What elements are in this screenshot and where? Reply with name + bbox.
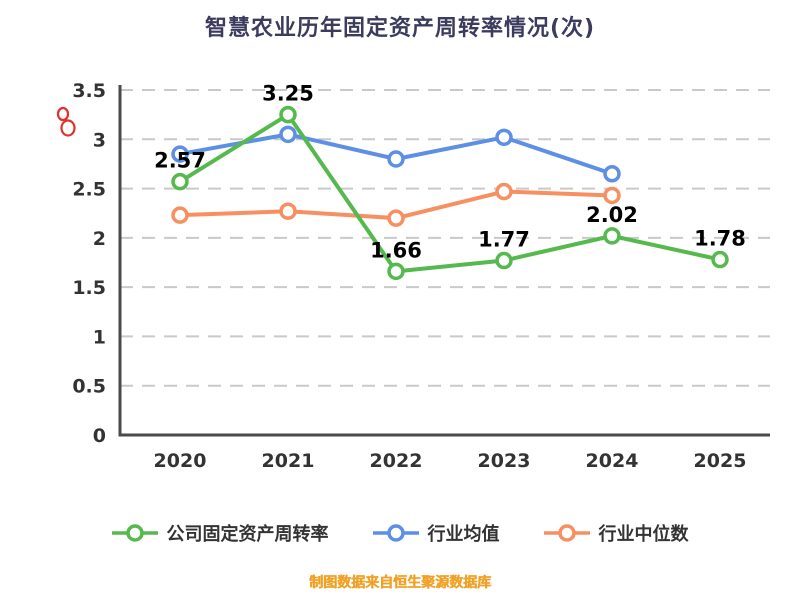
data-point [495,182,513,201]
y-tick-label: 3 [93,129,106,151]
data-point [603,227,621,245]
data-label: 3.25 [262,82,314,106]
legend-item-label: 行业中位数 [598,524,689,545]
chart-legend: 公司固定资产周转率 行业均值 行业中位数 [0,520,800,546]
legend-marker-icon [372,524,419,542]
data-point [171,145,189,163]
y-tick-label: 1.5 [72,277,106,299]
legend-item-0[interactable]: 公司固定资产周转率 [111,520,329,546]
legend-item-label: 公司固定资产周转率 [166,524,329,545]
data-point [603,186,621,205]
y-tick-label: 2.5 [72,179,106,201]
x-tick-label: 2025 [694,450,747,472]
series-line-0 [178,112,722,274]
legend-marker-icon [543,524,590,542]
legend-marker-icon [111,524,158,542]
data-source-note: 制图数据来自恒生聚源数据库 [309,575,491,591]
line-chart: 0 0.5 1 1.5 2 2.5 3 3.5 2020 2021 2022 2023 2024 2025… [72,80,770,472]
data-point [711,250,729,269]
legend-marker-circle [557,524,576,542]
y-tick-label: 0 [93,425,106,447]
legend-marker-circle [125,524,144,542]
x-tick-label: 2024 [586,450,639,472]
x-tick-label: 2020 [154,450,207,472]
data-point [603,165,621,183]
y-tick-label: 0.5 [72,376,106,398]
data-label: 1.66 [370,238,422,262]
red-squiggle-bottom-loop [60,119,76,137]
data-point [171,206,189,224]
data-label: 2.57 [154,149,206,173]
x-tick-label: 2023 [478,450,531,472]
data-point [387,150,405,168]
data-point [495,251,513,270]
data-point [387,209,405,227]
legend-item-label: 行业均值 [427,524,500,545]
data-point [495,128,513,147]
red-squiggle-top-loop [56,106,70,122]
y-tick-label: 3.5 [72,80,106,102]
data-point [279,125,297,144]
data-point [387,262,405,281]
data-point [279,202,297,220]
legend-item-1[interactable]: 行业均值 [372,520,500,546]
y-tick-label: 1 [93,326,106,348]
data-point [171,172,189,191]
chart-title: 智慧农业历年固定资产周转率情况(次) [204,16,596,41]
x-tick-label: 2022 [370,450,423,472]
x-tick-label: 2021 [262,450,315,472]
data-point [279,105,297,124]
data-label: 1.78 [694,227,746,251]
legend-item-2[interactable]: 行业中位数 [543,520,689,546]
legend-marker-circle [386,524,405,542]
data-label: 1.77 [478,228,530,252]
red-squiggle-icon [56,106,76,137]
data-label: 2.02 [586,203,638,227]
y-tick-label: 2 [93,228,106,250]
